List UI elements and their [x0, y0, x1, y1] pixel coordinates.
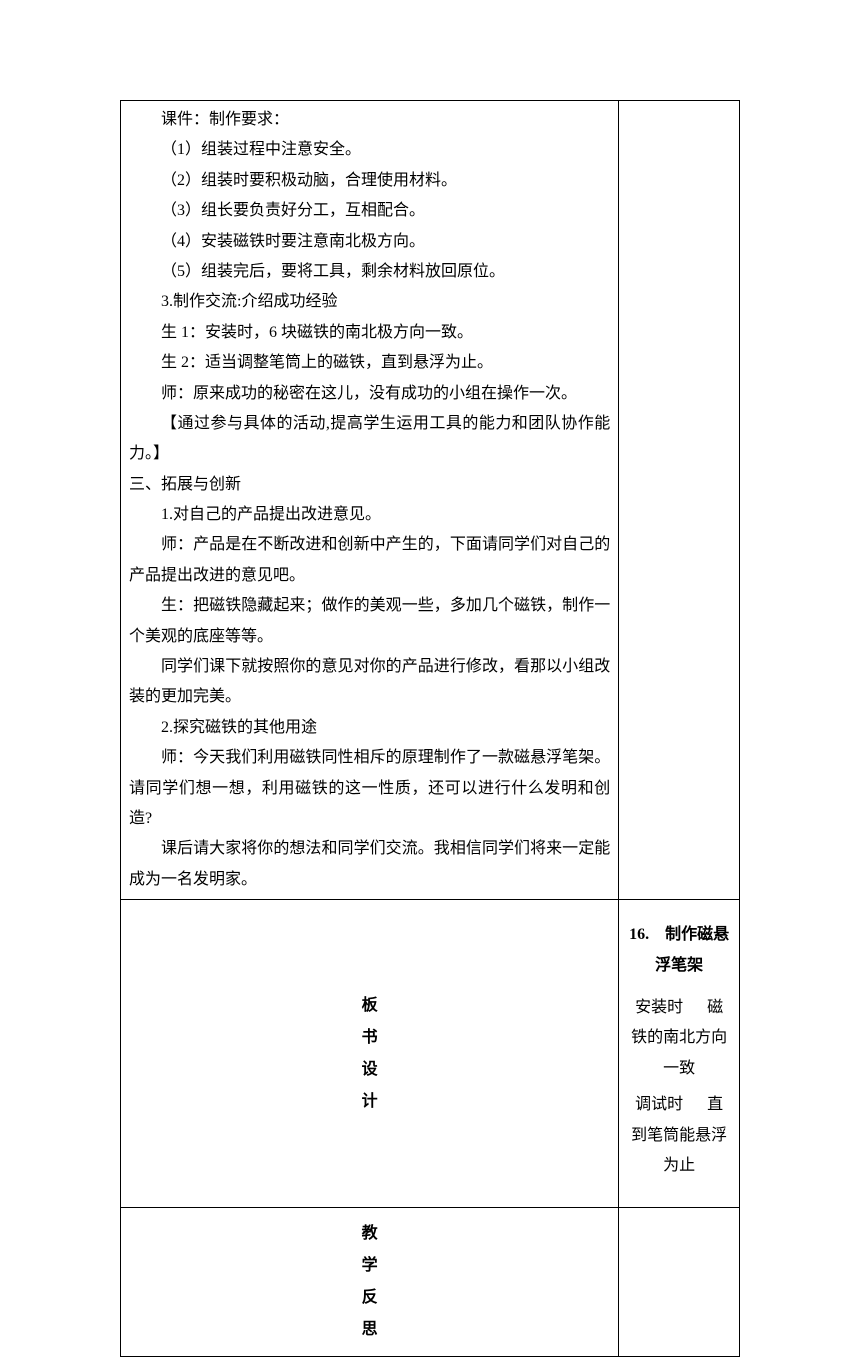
content-line: 师：原来成功的秘密在这儿，没有成功的小组在操作一次。	[129, 379, 610, 409]
reflection-label-char: 思	[125, 1314, 614, 1346]
content-text-block: 课件：制作要求： （1）组装过程中注意安全。 （2）组装时要积极动脑，合理使用材…	[129, 105, 610, 895]
board-label-char: 计	[125, 1086, 614, 1118]
board-line: 调试时直到笔筒能悬浮为止	[627, 1090, 731, 1181]
board-label-char: 书	[125, 1022, 614, 1054]
content-line: 3.制作交流:介绍成功经验	[129, 287, 610, 317]
content-line: 1.对自己的产品提出改进意见。	[129, 500, 610, 530]
board-label-char: 板	[125, 990, 614, 1022]
content-line: 师：今天我们利用磁铁同性相斥的原理制作了一款磁悬浮笔架。请同学们想一想，利用磁铁…	[129, 743, 610, 834]
content-line: 课后请大家将你的想法和同学们交流。我相信同学们将来一定能成为一名发明家。	[129, 834, 610, 895]
main-content-row: 课件：制作要求： （1）组装过程中注意安全。 （2）组装时要积极动脑，合理使用材…	[121, 101, 740, 900]
reflection-label-char: 教	[125, 1218, 614, 1250]
content-line: （3）组长要负责好分工，互相配合。	[129, 196, 610, 226]
board-design-row: 板 书 设 计 16. 制作磁悬浮笔架 安装时磁铁的南北方向一致 调试时直到笔筒…	[121, 900, 740, 1208]
content-line: 【通过参与具体的活动,提高学生运用工具的能力和团队协作能力。】	[129, 409, 610, 470]
reflection-content-cell	[619, 1208, 740, 1357]
board-design-content-cell: 16. 制作磁悬浮笔架 安装时磁铁的南北方向一致 调试时直到笔筒能悬浮为止	[619, 900, 740, 1208]
reflection-label-cell: 教 学 反 思	[121, 1208, 619, 1357]
reflection-label-char: 学	[125, 1250, 614, 1282]
content-line: （1）组装过程中注意安全。	[129, 135, 610, 165]
content-line: 师：产品是在不断改进和创新中产生的，下面请同学们对自己的产品提出改进的意见吧。	[129, 530, 610, 591]
side-notes-cell	[619, 101, 740, 900]
board-text: 调试时	[635, 1096, 683, 1113]
content-line: 2.探究磁铁的其他用途	[129, 713, 610, 743]
reflection-row: 教 学 反 思	[121, 1208, 740, 1357]
content-line: （4）安装磁铁时要注意南北极方向。	[129, 227, 610, 257]
content-line: 生 1：安装时，6 块磁铁的南北极方向一致。	[129, 318, 610, 348]
reflection-label-char: 反	[125, 1282, 614, 1314]
content-line: 课件：制作要求：	[129, 105, 610, 135]
content-line: 生：把磁铁隐藏起来；做作的美观一些，多加几个磁铁，制作一个美观的底座等等。	[129, 591, 610, 652]
section-title: 三、拓展与创新	[129, 470, 610, 500]
board-label-char: 设	[125, 1054, 614, 1086]
content-line: （5）组装完后，要将工具，剩余材料放回原位。	[129, 257, 610, 287]
main-content-cell: 课件：制作要求： （1）组装过程中注意安全。 （2）组装时要积极动脑，合理使用材…	[121, 101, 619, 900]
content-line: 生 2：适当调整笔筒上的磁铁，直到悬浮为止。	[129, 348, 610, 378]
content-line: 同学们课下就按照你的意见对你的产品进行修改，看那以小组改装的更加完美。	[129, 652, 610, 713]
content-line: （2）组装时要积极动脑，合理使用材料。	[129, 166, 610, 196]
board-title: 16. 制作磁悬浮笔架	[627, 920, 731, 981]
board-text: 安装时	[635, 999, 683, 1016]
board-design-label-cell: 板 书 设 计	[121, 900, 619, 1208]
lesson-plan-table: 课件：制作要求： （1）组装过程中注意安全。 （2）组装时要积极动脑，合理使用材…	[120, 100, 740, 1357]
board-line: 安装时磁铁的南北方向一致	[627, 993, 731, 1084]
